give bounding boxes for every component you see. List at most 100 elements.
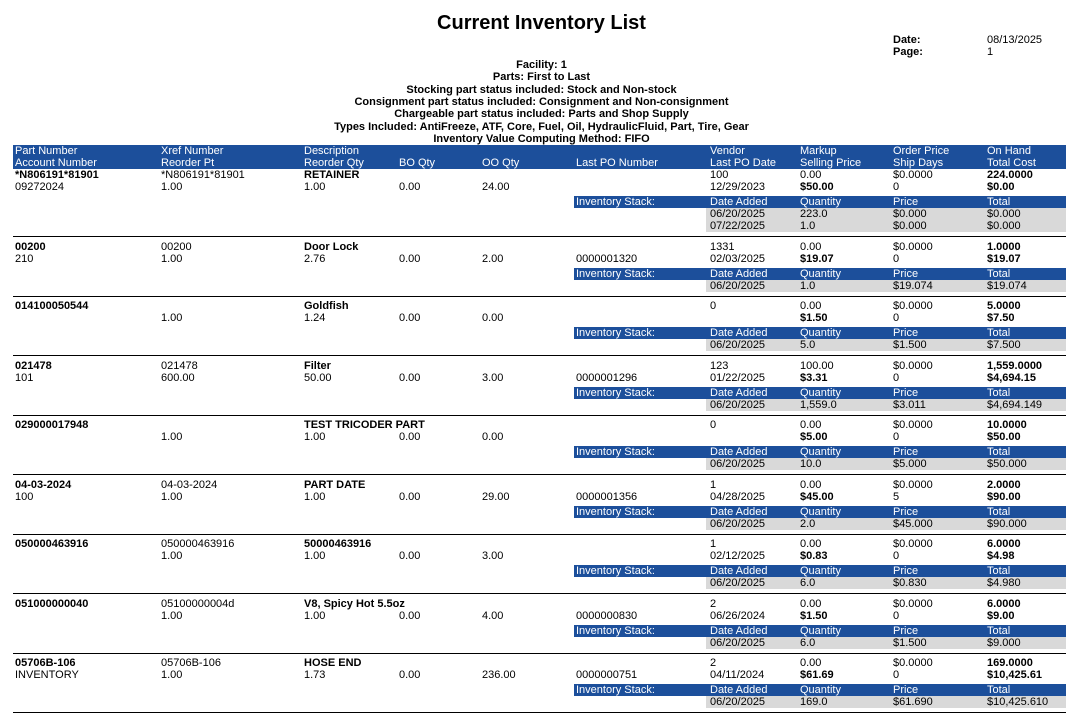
record-separator — [13, 652, 1066, 654]
report-title: Current Inventory List — [437, 12, 646, 34]
record-cell: $4.98 — [987, 550, 1015, 562]
stack-cell: $5.000 — [893, 458, 927, 470]
record-cell: 05706B-106 — [15, 657, 76, 669]
stack-row-bg — [706, 577, 1066, 589]
record-cell: 0.00 — [482, 431, 504, 443]
filter-line: Parts: First to Last — [492, 71, 591, 84]
record-cell: $0.83 — [800, 550, 828, 562]
record-cell: $10,425.61 — [987, 669, 1043, 681]
record-cell: $61.69 — [800, 669, 834, 681]
record-cell: TEST TRICODER PART — [304, 419, 425, 431]
stack-header: Date Added — [710, 267, 768, 280]
stack-header: Price — [893, 196, 919, 208]
meta-label: Page: — [893, 46, 923, 58]
record-cell: 0000000830 — [576, 609, 638, 622]
record-cell: 050000463916 — [161, 538, 235, 550]
record-cell: 1.00 — [304, 181, 326, 193]
record-cell: HOSE END — [304, 657, 362, 669]
record-cell: 0.00 — [399, 550, 421, 562]
record-separator — [13, 355, 1066, 356]
record-cell: $4,694.15 — [987, 371, 1036, 384]
record-cell: 0000001296 — [576, 371, 638, 384]
stack-header: Inventory Stack: — [576, 505, 655, 518]
record-cell: 1.00 — [304, 609, 326, 622]
record-cell: 0.00 — [800, 657, 822, 669]
record-cell: 0.00 — [399, 181, 421, 193]
stack-cell: $0.000 — [987, 220, 1021, 232]
record-cell: 1.00 — [161, 490, 183, 503]
record-cell: INVENTORY — [15, 669, 79, 681]
record-cell: 101 — [15, 371, 34, 384]
stack-cell: 5.0 — [800, 339, 816, 351]
stack-header: Price — [893, 565, 919, 577]
meta-value: 08/13/2025 — [987, 34, 1043, 46]
column-header: Reorder Qty — [304, 157, 364, 169]
record-cell: $0.0000 — [893, 240, 933, 253]
stack-header: Total — [987, 565, 1011, 577]
record-cell: 0 — [710, 300, 717, 312]
record-cell: $19.07 — [800, 252, 834, 265]
record-cell: 1.00 — [161, 609, 183, 622]
stack-cell: 06/20/2025 — [710, 696, 766, 708]
record-cell: 050000463916 — [15, 538, 89, 550]
record-cell: 0 — [710, 419, 717, 431]
record-cell: 1.00 — [304, 431, 326, 443]
record-cell: 50000463916 — [304, 538, 372, 550]
column-header: Selling Price — [800, 157, 862, 169]
stack-cell: 1,559.0 — [800, 398, 837, 411]
stack-row-bg — [706, 398, 1066, 411]
stack-header: Price — [893, 505, 919, 518]
record-cell: 1,559.0000 — [987, 359, 1043, 372]
stack-cell: $10,425.610 — [987, 696, 1049, 708]
stack-cell: 223.0 — [800, 208, 828, 220]
stack-cell: 06/20/2025 — [710, 339, 766, 351]
stack-header: Inventory Stack: — [576, 327, 655, 339]
stack-header: Date Added — [710, 624, 768, 637]
stack-row-bg — [706, 220, 1066, 232]
record-cell: $50.00 — [987, 431, 1021, 443]
record-cell: 04-03-2024 — [15, 478, 72, 491]
stack-cell: $50.000 — [987, 458, 1027, 470]
stack-header: Inventory Stack: — [576, 386, 655, 399]
record-cell: 5 — [893, 490, 900, 503]
stack-header: Date Added — [710, 684, 768, 696]
stack-row-bg — [706, 279, 1066, 292]
record-cell: 1.24 — [304, 312, 326, 324]
record-cell: $45.00 — [800, 490, 834, 503]
record-cell: 1.00 — [304, 490, 326, 503]
record-separator — [13, 295, 1066, 297]
stack-cell: 06/20/2025 — [710, 458, 766, 470]
record-separator — [13, 593, 1066, 594]
column-header: Description — [304, 145, 360, 157]
stack-header-band — [574, 196, 1066, 208]
stack-header-band — [574, 565, 1066, 577]
record-cell: 2 — [710, 657, 717, 669]
record-cell: 169.0000 — [987, 657, 1033, 669]
stack-header: Inventory Stack: — [576, 196, 655, 208]
record-cell: $5.00 — [800, 431, 828, 443]
stack-cell: $4,694.149 — [987, 398, 1043, 411]
record-cell: 0.00 — [482, 312, 504, 324]
stack-cell: 06/20/2025 — [710, 636, 766, 649]
filter-line: Chargeable part status included: Parts a… — [394, 108, 689, 121]
record-cell: 2.0000 — [987, 478, 1021, 491]
stack-header: Inventory Stack: — [576, 624, 655, 637]
stack-cell: $0.000 — [987, 208, 1021, 220]
stack-cell: $0.000 — [893, 220, 927, 232]
stack-row-bg — [706, 339, 1066, 351]
record-cell: 0.00 — [399, 252, 421, 265]
record-cell: 123 — [710, 359, 729, 372]
stack-cell: 1.0 — [800, 220, 816, 232]
stack-row-bg — [706, 517, 1066, 530]
record-cell: 0000000751 — [576, 669, 638, 681]
record-cell: 04-03-2024 — [161, 478, 218, 491]
stack-header: Quantity — [800, 624, 841, 637]
stack-header: Date Added — [710, 565, 768, 577]
stack-header: Inventory Stack: — [576, 267, 655, 280]
record-cell: $0.0000 — [893, 169, 933, 181]
filter-line: Stocking part status included: Stock and… — [406, 83, 677, 96]
stack-cell: 07/22/2025 — [710, 220, 766, 232]
stack-cell: 2.0 — [800, 517, 816, 530]
record-cell: 2.00 — [482, 252, 504, 265]
stack-header: Quantity — [800, 386, 841, 399]
